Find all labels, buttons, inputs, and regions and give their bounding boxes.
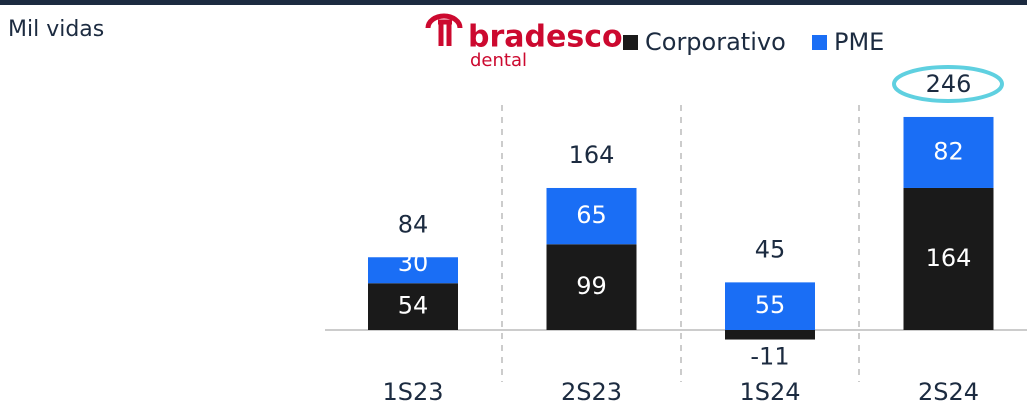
highlight xyxy=(892,65,1004,103)
bar-segment xyxy=(725,282,815,330)
value-label: 99 xyxy=(576,272,607,300)
logo-product: dental xyxy=(470,50,527,71)
logo: bradesco dental xyxy=(425,13,623,71)
total-label: 246 xyxy=(926,70,972,98)
bar-segment xyxy=(725,330,815,340)
legend-label: PME xyxy=(834,28,884,56)
total-label: 164 xyxy=(569,141,615,169)
logo-icon xyxy=(438,19,452,46)
value-label: -11 xyxy=(750,343,789,371)
value-label: 82 xyxy=(933,137,964,165)
total-label: 84 xyxy=(398,210,429,238)
logo-brand: bradesco xyxy=(468,20,623,55)
total-label: 45 xyxy=(755,235,786,263)
value-label: 65 xyxy=(576,201,607,229)
value-label: 30 xyxy=(398,249,429,277)
bar-segment xyxy=(903,116,994,188)
value-label: 54 xyxy=(398,292,429,320)
bar-segment xyxy=(903,187,994,330)
x-tick-label: 1S23 xyxy=(382,378,443,405)
bar-segment xyxy=(546,187,637,245)
x-tick-label: 2S24 xyxy=(918,378,979,405)
value-label: 55 xyxy=(755,291,786,319)
legend-label: Corporativo xyxy=(645,28,786,56)
legend-swatch xyxy=(623,35,638,50)
x-tick-label: 2S23 xyxy=(561,378,622,405)
bar-segment xyxy=(368,257,458,284)
chart-title: Mil vidas xyxy=(8,17,104,42)
legend-swatch xyxy=(812,35,827,50)
logo-icon xyxy=(425,13,463,29)
value-label: 164 xyxy=(926,244,972,272)
bar-segment xyxy=(546,244,637,330)
top-bar xyxy=(0,0,1027,5)
bar-segment xyxy=(368,283,458,330)
x-tick-label: 1S24 xyxy=(739,378,800,405)
